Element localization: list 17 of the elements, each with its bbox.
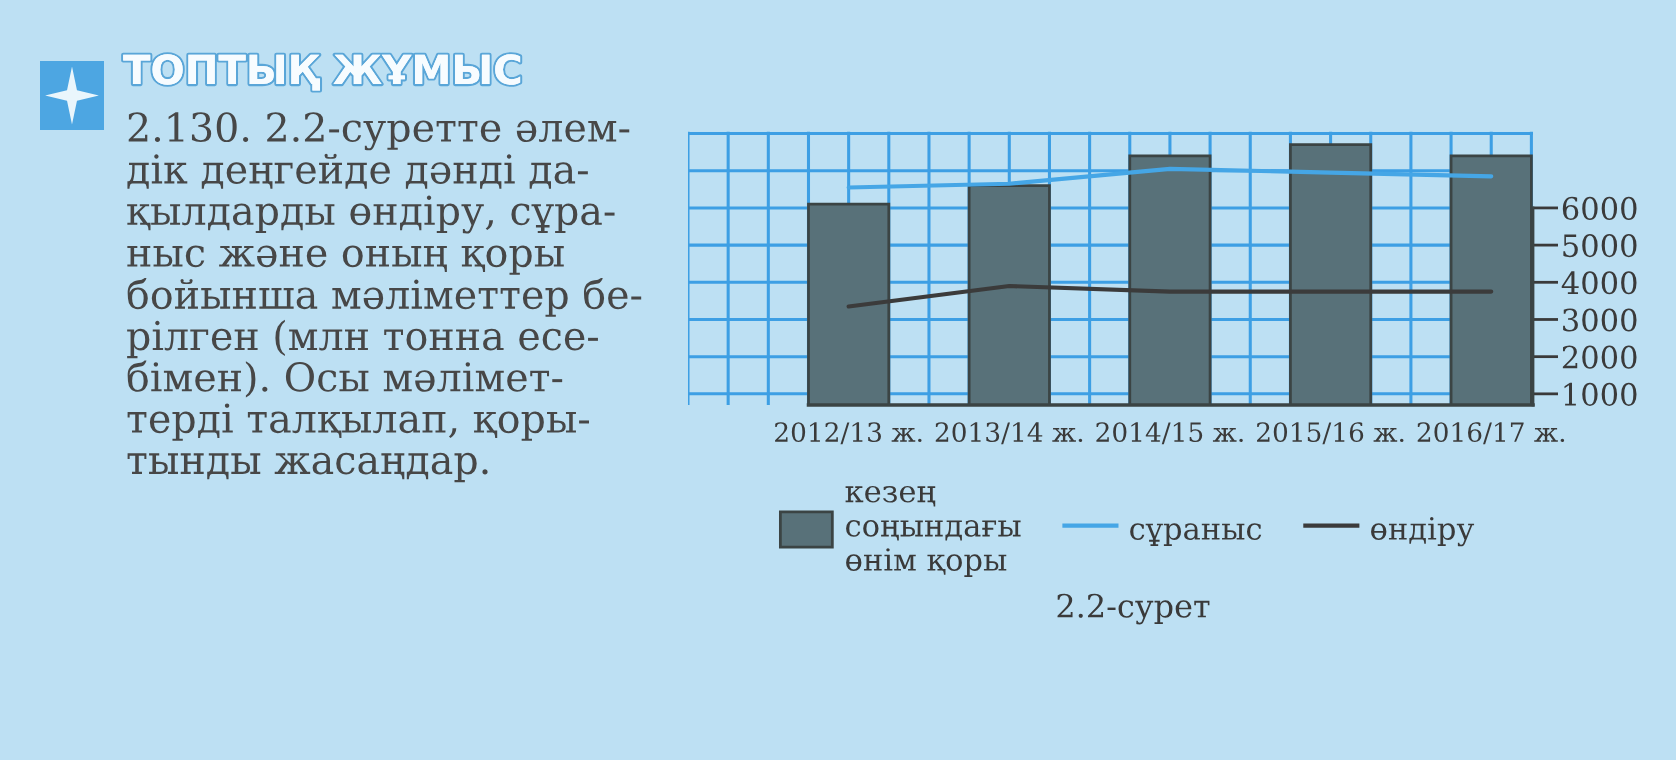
y-tick-label: 4000 [1561,271,1637,295]
y-tick-label: 6000 [1562,196,1637,220]
y-tick-label: 2000 [1562,345,1637,369]
legend-label: сұраныс [1130,523,1262,546]
y-tick-label: 5000 [1563,234,1637,258]
x-tick-label: 2013/14 ж. [935,422,1083,445]
text: 2.2-сурет [1057,593,1210,625]
text: ТОПТЫҚ ЖҰМЫС [123,54,521,91]
x-tick-label: 2016/17 ж. [1417,422,1565,445]
x-tick-label: 2014/15 ж. [1096,422,1243,445]
legend-label: кезең соңындағы өнім қоры [845,485,1021,577]
x-tick-label: 2015/16 ж. [1257,422,1404,445]
legend-label: өндіру [1371,517,1475,547]
x-tick-label: 2012/13 ж. [775,422,922,445]
y-tick-label: 1000 [1564,382,1637,406]
text: 2.130. 2.2-суретте әлем- дік деңгейде дәнді да- қылдарды өндіру, сұра- ныс және оның қоры бойынша мәліметтер бе- рілген (млн тонна есе- бімен). Осы мәлімет- терді талқылап, қоры- тынды жасаңдар. [127,112,642,483]
y-tick-label: 3000 [1563,308,1637,332]
